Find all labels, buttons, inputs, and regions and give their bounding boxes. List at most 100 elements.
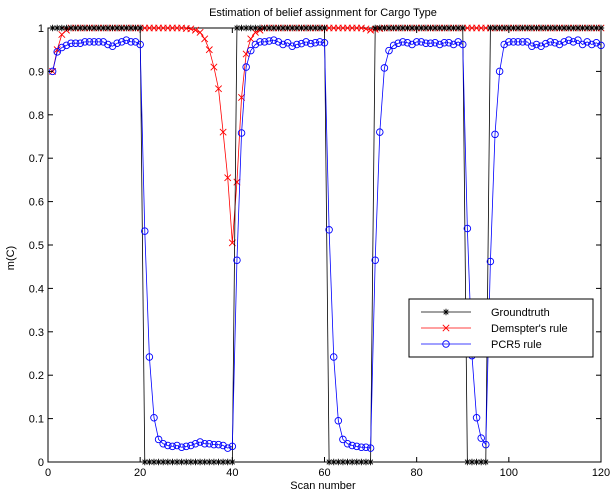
data-point xyxy=(196,458,204,466)
data-point xyxy=(330,458,337,466)
plot-area: 0 20 40 60 80 100 120 0 0.1 0.2 0.3 0.4 0.5 0.6 0.7 0.8… xyxy=(29,23,610,479)
data-point xyxy=(482,440,490,449)
data-point xyxy=(325,226,333,234)
data-point xyxy=(85,38,94,46)
data-point xyxy=(302,24,310,32)
data-point xyxy=(496,24,503,32)
data-point xyxy=(564,36,573,44)
data-point xyxy=(205,440,214,448)
data-point xyxy=(293,24,301,32)
data-point xyxy=(67,24,75,32)
data-point xyxy=(247,35,255,43)
data-point xyxy=(154,435,163,444)
data-point xyxy=(247,46,255,55)
data-point xyxy=(201,35,209,43)
data-point xyxy=(233,178,241,186)
data-point xyxy=(385,46,393,55)
data-point xyxy=(358,458,365,466)
data-point xyxy=(210,458,218,466)
data-point xyxy=(150,413,158,422)
data-point xyxy=(555,40,564,49)
data-point xyxy=(514,24,522,32)
ticks-layer: 0 20 40 60 80 100 120 0 0.1 0.2 0.3 0.4 0.5 0.6 0.7 0.8… xyxy=(29,23,610,479)
series-line-groundtruth xyxy=(52,27,601,463)
legend-label: Demspter's rule xyxy=(491,323,568,335)
data-point xyxy=(459,40,467,49)
data-point xyxy=(214,440,223,449)
data-point xyxy=(265,37,273,45)
y-tick-label: 0.5 xyxy=(29,240,44,252)
data-point xyxy=(551,24,559,32)
data-point xyxy=(472,413,481,422)
data-point xyxy=(260,38,269,46)
data-point xyxy=(256,38,264,46)
data-point xyxy=(431,39,439,47)
data-point xyxy=(90,24,98,32)
data-point xyxy=(436,24,443,32)
y-axis-label: m(C) xyxy=(5,246,17,270)
data-point xyxy=(183,458,190,466)
data-point xyxy=(408,40,416,49)
x-tick-label: 0 xyxy=(45,467,51,479)
data-point xyxy=(371,256,379,264)
data-point xyxy=(533,24,540,32)
data-point xyxy=(224,174,232,182)
data-point xyxy=(210,63,218,71)
data-point xyxy=(523,38,532,46)
data-point xyxy=(404,24,411,32)
y-tick-label: 0.4 xyxy=(29,283,44,295)
y-tick-label: 1 xyxy=(38,23,44,35)
data-point xyxy=(389,41,398,50)
data-point xyxy=(298,24,305,32)
data-point xyxy=(214,85,223,93)
data-point xyxy=(541,39,550,48)
data-point xyxy=(459,24,466,32)
data-point xyxy=(426,39,435,47)
data-point xyxy=(390,24,397,32)
data-point xyxy=(546,38,555,46)
data-point xyxy=(77,24,84,32)
data-point xyxy=(510,24,517,32)
data-point xyxy=(219,128,227,136)
data-point xyxy=(445,39,453,47)
data-point xyxy=(178,458,185,466)
data-point xyxy=(145,353,154,361)
legend-marker xyxy=(442,308,450,316)
data-point xyxy=(200,440,209,448)
data-point xyxy=(58,43,66,52)
data-point xyxy=(117,38,126,46)
data-point xyxy=(223,444,232,452)
data-point xyxy=(514,38,522,46)
data-point xyxy=(418,24,425,32)
y-tick-label: 0.8 xyxy=(29,110,44,122)
data-point xyxy=(192,458,199,466)
data-point xyxy=(136,40,144,49)
data-point xyxy=(206,458,213,466)
data-point xyxy=(104,40,112,49)
data-point xyxy=(316,38,324,46)
data-point xyxy=(528,24,536,32)
data-point xyxy=(150,458,158,466)
data-point xyxy=(118,24,125,32)
data-point xyxy=(312,24,319,32)
series-layer xyxy=(48,24,605,466)
data-point xyxy=(293,40,301,49)
data-point xyxy=(58,24,66,32)
data-point xyxy=(367,458,374,466)
data-point xyxy=(362,25,370,33)
data-point xyxy=(191,440,200,448)
data-point xyxy=(99,38,108,46)
data-point xyxy=(242,50,250,58)
data-point xyxy=(450,24,457,32)
data-point xyxy=(252,24,259,32)
data-point xyxy=(164,458,172,466)
data-point xyxy=(316,24,324,32)
legend-marker xyxy=(442,324,450,332)
data-point xyxy=(160,458,167,466)
data-point xyxy=(233,256,241,264)
data-point xyxy=(491,24,499,32)
data-point xyxy=(574,24,582,32)
data-point xyxy=(141,458,148,466)
legend-label: PCR5 rule xyxy=(491,339,542,351)
data-point xyxy=(182,442,190,451)
